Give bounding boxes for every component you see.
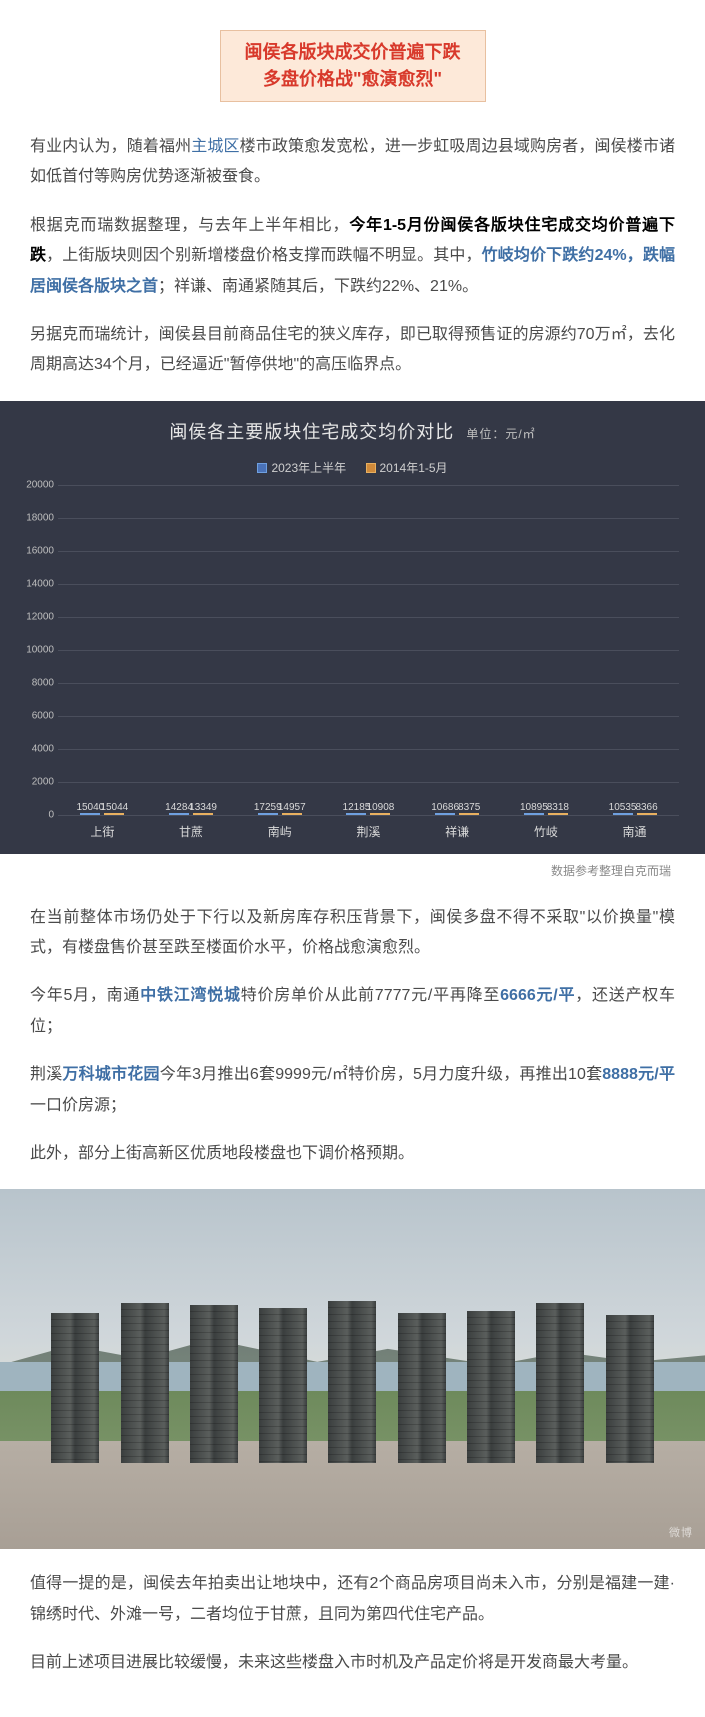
aerial-photo: 微博 (0, 1189, 705, 1549)
y-tick-label: 20000 (18, 476, 54, 495)
headline-box: 闽侯各版块成交价普遍下跌 多盘价格战"愈演愈烈" (220, 30, 486, 102)
chart-x-axis: 上街 甘蔗 南屿 荆溪 祥谦 竹岐 南通 (58, 821, 679, 844)
x-tick-label: 甘蔗 (166, 821, 216, 844)
tower (259, 1308, 307, 1463)
legend-label-2: 2014年1-5月 (380, 457, 448, 480)
tower (398, 1313, 446, 1463)
paragraph-5: 今年5月，南通中铁江湾悦城特价房单价从此前7777元/平再降至6666元/平，还… (30, 981, 675, 1042)
text: 今年3月推出6套9999元/㎡特价房，5月力度升级，再推出10套 (160, 1066, 603, 1083)
y-tick-label: 14000 (18, 575, 54, 594)
paragraph-1: 有业内认为，随着福州主城区楼市政策愈发宽松，进一步虹吸周边县域购房者，闽侯楼市诸… (30, 132, 675, 193)
tower (190, 1305, 238, 1463)
text: 今年5月，南通 (30, 987, 140, 1004)
paragraph-4: 在当前整体市场仍处于下行以及新房库存积压背景下，闽侯多盘不得不采取"以价换量"模… (30, 903, 675, 964)
x-tick-label: 荆溪 (343, 821, 393, 844)
paragraph-2: 根据克而瑞数据整理，与去年上半年相比，今年1-5月份闽侯各版块住宅成交均价普遍下… (30, 211, 675, 302)
y-tick-label: 10000 (18, 641, 54, 660)
grid-line (58, 815, 679, 816)
chart-legend: 2023年上半年 2014年1-5月 (18, 457, 687, 481)
headline-line-2: 多盘价格战"愈演愈烈" (245, 66, 461, 93)
text: ，上街版块则因个别新增楼盘价格支撑而跌幅不明显。其中， (46, 247, 482, 264)
text: ；祥谦、南通紧随其后，下跌约22%、21%。 (158, 278, 478, 295)
legend-item-1: 2023年上半年 (257, 457, 346, 480)
grid-line (58, 584, 679, 585)
legend-label-1: 2023年上半年 (271, 457, 346, 480)
x-tick-label: 竹岐 (521, 821, 571, 844)
tower (51, 1313, 99, 1463)
text: 特价房单价从此前7777元/平再降至 (241, 987, 500, 1004)
paragraph-8: 值得一提的是，闽侯去年拍卖出让地块中，还有2个商品房项目尚未入市，分别是福建一建… (30, 1569, 675, 1630)
grid-line (58, 716, 679, 717)
grid-line (58, 617, 679, 618)
y-tick-label: 8000 (18, 674, 54, 693)
x-tick-label: 祥谦 (432, 821, 482, 844)
project-name: 中铁江湾悦城 (140, 987, 241, 1004)
x-tick-label: 上街 (77, 821, 127, 844)
tower (536, 1303, 584, 1463)
chart-plot-area: 1504015044142841334917259149571218510908… (58, 485, 679, 815)
y-tick-label: 12000 (18, 608, 54, 627)
price-highlight: 8888元/平 (602, 1066, 675, 1083)
tower (328, 1301, 376, 1463)
grid-line (58, 782, 679, 783)
y-tick-label: 18000 (18, 509, 54, 528)
text: 根据克而瑞数据整理，与去年上半年相比， (30, 217, 349, 234)
price-highlight: 6666元/平 (500, 987, 575, 1004)
text: 一口价房源； (30, 1097, 126, 1114)
grid-line (58, 650, 679, 651)
y-tick-label: 4000 (18, 740, 54, 759)
y-tick-label: 2000 (18, 773, 54, 792)
y-tick-label: 16000 (18, 542, 54, 561)
chart-title-text: 闽侯各主要版块住宅成交均价对比 (169, 422, 454, 442)
photo-watermark: 微博 (669, 1523, 693, 1544)
chart-unit: 单位：元/㎡ (466, 427, 535, 441)
x-tick-label: 南通 (610, 821, 660, 844)
grid-line (58, 749, 679, 750)
headline-line-1: 闽侯各版块成交价普遍下跌 (245, 39, 461, 66)
text: 有业内认为，随着福州 (30, 138, 191, 155)
legend-swatch-2 (366, 463, 376, 473)
y-tick-label: 6000 (18, 707, 54, 726)
chart-caption: 数据参考整理自克而瑞 (30, 860, 675, 883)
tower (467, 1311, 515, 1463)
tower (606, 1315, 654, 1463)
y-tick-label: 0 (18, 806, 54, 825)
paragraph-9: 目前上述项目进展比较缓慢，未来这些楼盘入市时机及产品定价将是开发商最大考量。 (30, 1648, 675, 1678)
paragraph-7: 此外，部分上街高新区优质地段楼盘也下调价格预期。 (30, 1139, 675, 1169)
grid-line (58, 485, 679, 486)
paragraph-3: 另据克而瑞统计，闽侯县目前商品住宅的狭义库存，即已取得预售证的房源约70万㎡，去… (30, 320, 675, 381)
x-tick-label: 南屿 (255, 821, 305, 844)
tower (121, 1303, 169, 1463)
grid-line (58, 683, 679, 684)
price-chart: 闽侯各主要版块住宅成交均价对比 单位：元/㎡ 2023年上半年 2014年1-5… (0, 401, 705, 854)
grid-line (58, 551, 679, 552)
project-name: 万科城市花园 (62, 1066, 159, 1083)
legend-swatch-1 (257, 463, 267, 473)
grid-line (58, 518, 679, 519)
link-main-city[interactable]: 主城区 (191, 138, 239, 155)
text: 荆溪 (30, 1066, 62, 1083)
paragraph-6: 荆溪万科城市花园今年3月推出6套9999元/㎡特价房，5月力度升级，再推出10套… (30, 1060, 675, 1121)
photo-towers (0, 1301, 705, 1463)
legend-item-2: 2014年1-5月 (366, 457, 448, 480)
chart-title: 闽侯各主要版块住宅成交均价对比 单位：元/㎡ (18, 415, 687, 449)
